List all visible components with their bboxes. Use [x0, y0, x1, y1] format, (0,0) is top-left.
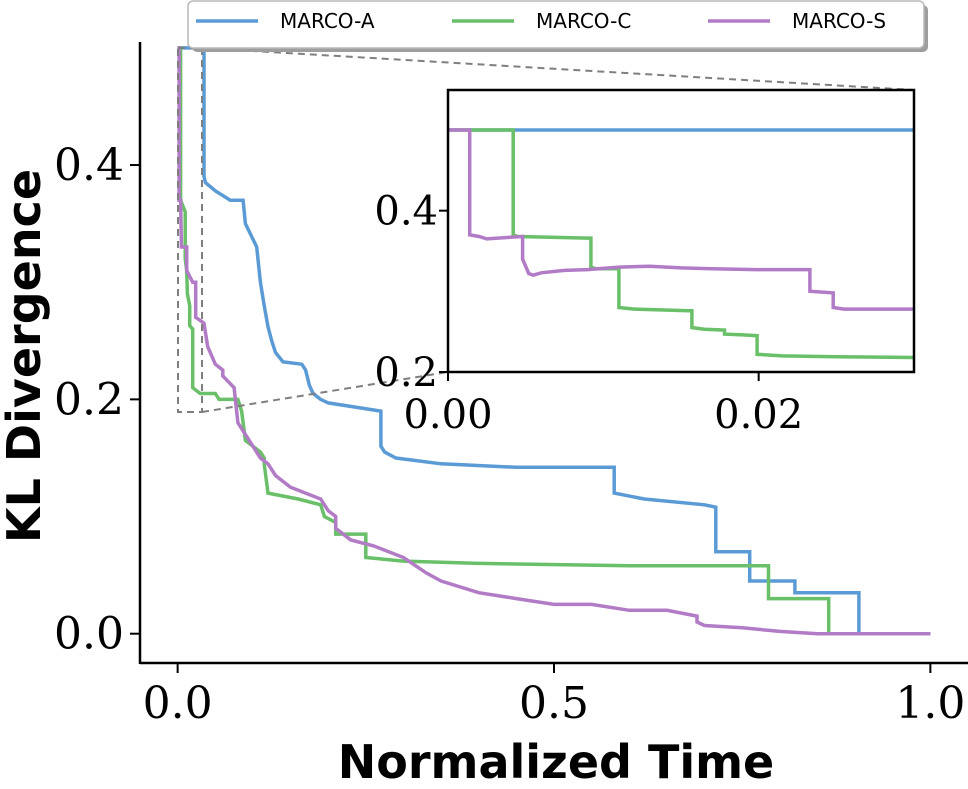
main-ticks: 0.0 0.5 1.0 0.0 0.2 0.4	[54, 140, 965, 729]
x-tick-label-2: 1.0	[895, 678, 965, 729]
y-axis-title: KL Divergence	[0, 169, 51, 543]
y-tick-label-0: 0.0	[54, 609, 124, 660]
inset-frame	[446, 88, 916, 374]
x-tick-label-0: 0.0	[143, 678, 213, 729]
inset-x-tick-label-1: 0.02	[714, 392, 803, 438]
inset-ticks: 0.00 0.02 0.2 0.4	[374, 189, 803, 438]
x-tick-label-1: 0.5	[519, 678, 589, 729]
main-series	[177, 46, 931, 636]
inset-series-line-marco-s	[448, 128, 914, 311]
series-line-marco-c	[177, 46, 931, 636]
inset-y-tick-label-0: 0.2	[374, 350, 438, 396]
inset-y-tick-label-1: 0.4	[374, 189, 438, 235]
series-line-marco-s	[177, 46, 931, 636]
legend-label-marco-s: MARCO-S	[792, 9, 886, 33]
legend: MARCO-A MARCO-C MARCO-S	[187, 0, 928, 52]
zoom-region-box	[177, 47, 203, 413]
legend-box	[187, 0, 925, 49]
x-axis-title: Normalized Time	[338, 735, 774, 789]
y-tick-label-1: 0.2	[54, 374, 124, 425]
zoom-connector-top	[201, 47, 915, 91]
legend-label-marco-a: MARCO-A	[280, 9, 375, 33]
y-tick-label-2: 0.4	[54, 140, 124, 191]
inset-series	[448, 128, 914, 360]
inset-series-line-marco-c	[448, 128, 914, 360]
zoom-connector-bottom	[201, 371, 449, 413]
inset-background	[448, 90, 914, 372]
inset-x-tick-label-0: 0.00	[403, 392, 492, 438]
series-line-marco-a	[177, 46, 931, 636]
legend-entries: MARCO-A MARCO-C MARCO-S	[196, 9, 886, 33]
legend-label-marco-c: MARCO-C	[536, 9, 631, 33]
